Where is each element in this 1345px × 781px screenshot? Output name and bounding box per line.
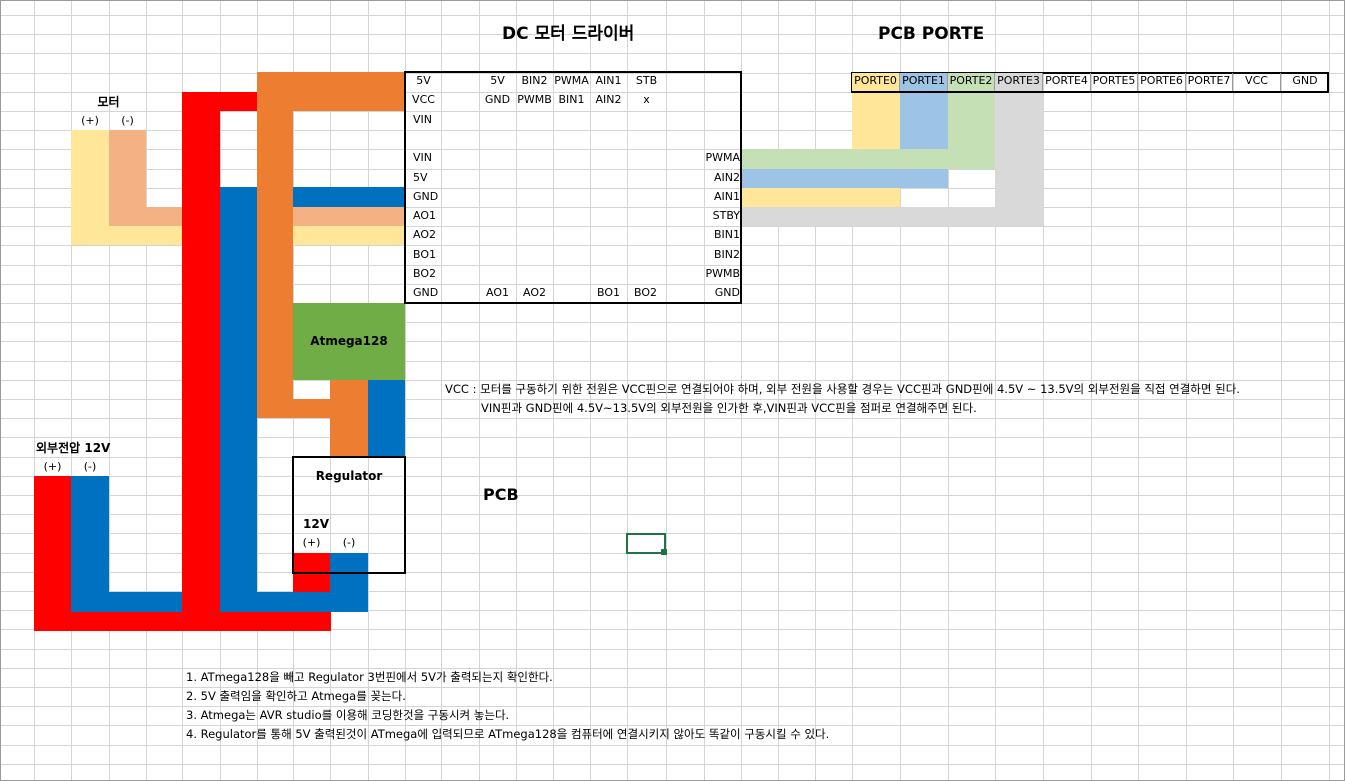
driver-top2-pin-6: x	[643, 93, 650, 107]
step-note-4: 4. Regulator를 통해 5V 출력된것이 ATmega에 입력되므로 …	[186, 727, 830, 741]
orange-wire-top	[257, 72, 405, 92]
driver-left-pin-6: AO1	[413, 209, 436, 223]
porte-header-porte5: PORTE5	[1091, 73, 1138, 91]
driver-top2-pin-4: BIN1	[558, 93, 585, 107]
orange-wire-reg-out	[330, 380, 368, 456]
blue-wire-regulator	[330, 553, 368, 612]
selected-cell[interactable]	[626, 533, 666, 554]
driver-left-pin-8: BO1	[413, 247, 437, 261]
blue-wire-left-drop	[71, 476, 109, 612]
regulator-voltage-label: 12V	[303, 517, 329, 531]
step-note-2: 2. 5V 출력임을 확인하고 Atmega를 꽂는다.	[186, 689, 406, 703]
driver-top1-pin-5: AIN1	[595, 74, 622, 87]
driver-bottom-pin-3: BO1	[596, 286, 620, 300]
orange-wire-vcc-stub	[293, 92, 405, 111]
driver-bottom-pin-4: BO2	[633, 286, 657, 300]
blue-wire-gnd	[220, 187, 405, 207]
driver-box	[404, 71, 742, 304]
pcb-label: PCB	[483, 485, 519, 504]
ext-power-label: 외부전압 12V	[36, 441, 111, 455]
driver-right-pin-5: BIN1	[713, 228, 740, 242]
ext-power-minus-label: (-)	[83, 460, 97, 473]
driver-left-pin-5: GND	[413, 189, 439, 203]
driver-right-pin-3: AIN1	[714, 189, 740, 203]
driver-left-pin-7: AO2	[413, 228, 436, 242]
atmega128-block	[293, 303, 405, 380]
red-wire-left-drop	[34, 476, 71, 631]
vcc-note-line1: VCC : 모터를 구동하기 위한 전원은 VCC핀으로 연결되어야 하며, 외…	[445, 382, 1240, 396]
porte-header-vcc: VCC	[1233, 73, 1281, 91]
ain2-wire	[741, 168, 948, 188]
porte-header-porte1: PORTE1	[900, 73, 948, 91]
driver-title: DC 모터 드라이버	[502, 24, 635, 44]
red-wire-main-vertical	[182, 92, 220, 631]
driver-right-pin-1: PWMA	[705, 151, 740, 165]
driver-left-pin-4: 5V	[413, 170, 428, 184]
regulator-plus-label: (+)	[302, 536, 321, 549]
porte-header-porte3: PORTE3	[995, 73, 1043, 91]
driver-right-pin-2: AIN2	[714, 170, 740, 184]
driver-top1-pin-1: 5V	[416, 74, 431, 87]
driver-right-pin-7: PWMB	[705, 267, 740, 280]
blue-wire-main-vertical	[220, 187, 257, 612]
driver-top2-pin-5: AIN2	[595, 93, 622, 107]
driver-top2-pin-2: GND	[484, 93, 511, 107]
driver-left-pin-1: VIN	[413, 112, 432, 126]
step-note-1: 1. ATmega128을 빼고 Regulator 3번핀에서 5V가 출력되…	[186, 670, 553, 684]
porte-header-porte6: PORTE6	[1138, 73, 1186, 91]
atmega128-label: Atmega128	[310, 334, 388, 348]
porte-header-porte7: PORTE7	[1186, 73, 1233, 91]
driver-top1-pin-3: BIN2	[521, 74, 548, 87]
regulator-box	[292, 456, 406, 574]
regulator-label: Regulator	[315, 469, 383, 483]
driver-top1-pin-2: 5V	[490, 74, 505, 87]
step-note-3: 3. Atmega는 AVR studio를 이용해 코딩한것을 구동시켜 놓는…	[186, 708, 510, 722]
vcc-note-line2: VIN핀과 GND핀에 4.5V~13.5V의 외부전원을 인가한 후,VIN핀…	[481, 401, 977, 415]
driver-left-pin-9: BO2	[413, 267, 437, 280]
porte-header-gnd: GND	[1292, 74, 1318, 87]
driver-top2-pin-3: PWMB	[517, 93, 552, 107]
driver-top1-pin-4: PWMA	[554, 74, 589, 87]
driver-bottom-pin-1: AO1	[486, 286, 509, 300]
driver-left-pin-3: VIN	[413, 151, 432, 165]
blue-wire-bottom-left	[71, 592, 182, 612]
fill-handle[interactable]	[661, 549, 667, 555]
blue-wire-mcu-gnd	[368, 380, 405, 456]
porte-header-porte4: PORTE4	[1043, 73, 1091, 91]
motor-minus-label: (-)	[121, 114, 134, 127]
motor-plus-label: (+)	[81, 114, 99, 127]
pwma-wire	[741, 149, 995, 169]
stby-wire	[741, 207, 1043, 226]
ext-power-plus-label: (+)	[43, 460, 62, 473]
porte-header-porte0: PORTE0	[852, 73, 900, 91]
driver-top1-pin-6: STB	[635, 74, 658, 87]
porte3-wire	[995, 92, 1043, 226]
driver-right-pin-8: GND	[714, 286, 740, 300]
driver-top2-pin-1: VCC	[412, 93, 435, 107]
driver-right-pin-6: BIN2	[713, 247, 740, 261]
motor-plus-wire-vertical	[71, 130, 109, 245]
driver-left-pin-10: GND	[413, 286, 439, 300]
driver-bottom-pin-2: AO2	[523, 286, 546, 300]
driver-right-pin-4: STBY	[712, 209, 740, 223]
orange-wire-vertical	[257, 72, 293, 418]
ain1-wire	[741, 187, 900, 207]
regulator-minus-label: (-)	[342, 536, 356, 549]
motor-label: 모터	[97, 95, 120, 109]
porte-header-porte2: PORTE2	[948, 73, 995, 91]
pcb-porte-title: PCB PORTE	[878, 24, 985, 44]
